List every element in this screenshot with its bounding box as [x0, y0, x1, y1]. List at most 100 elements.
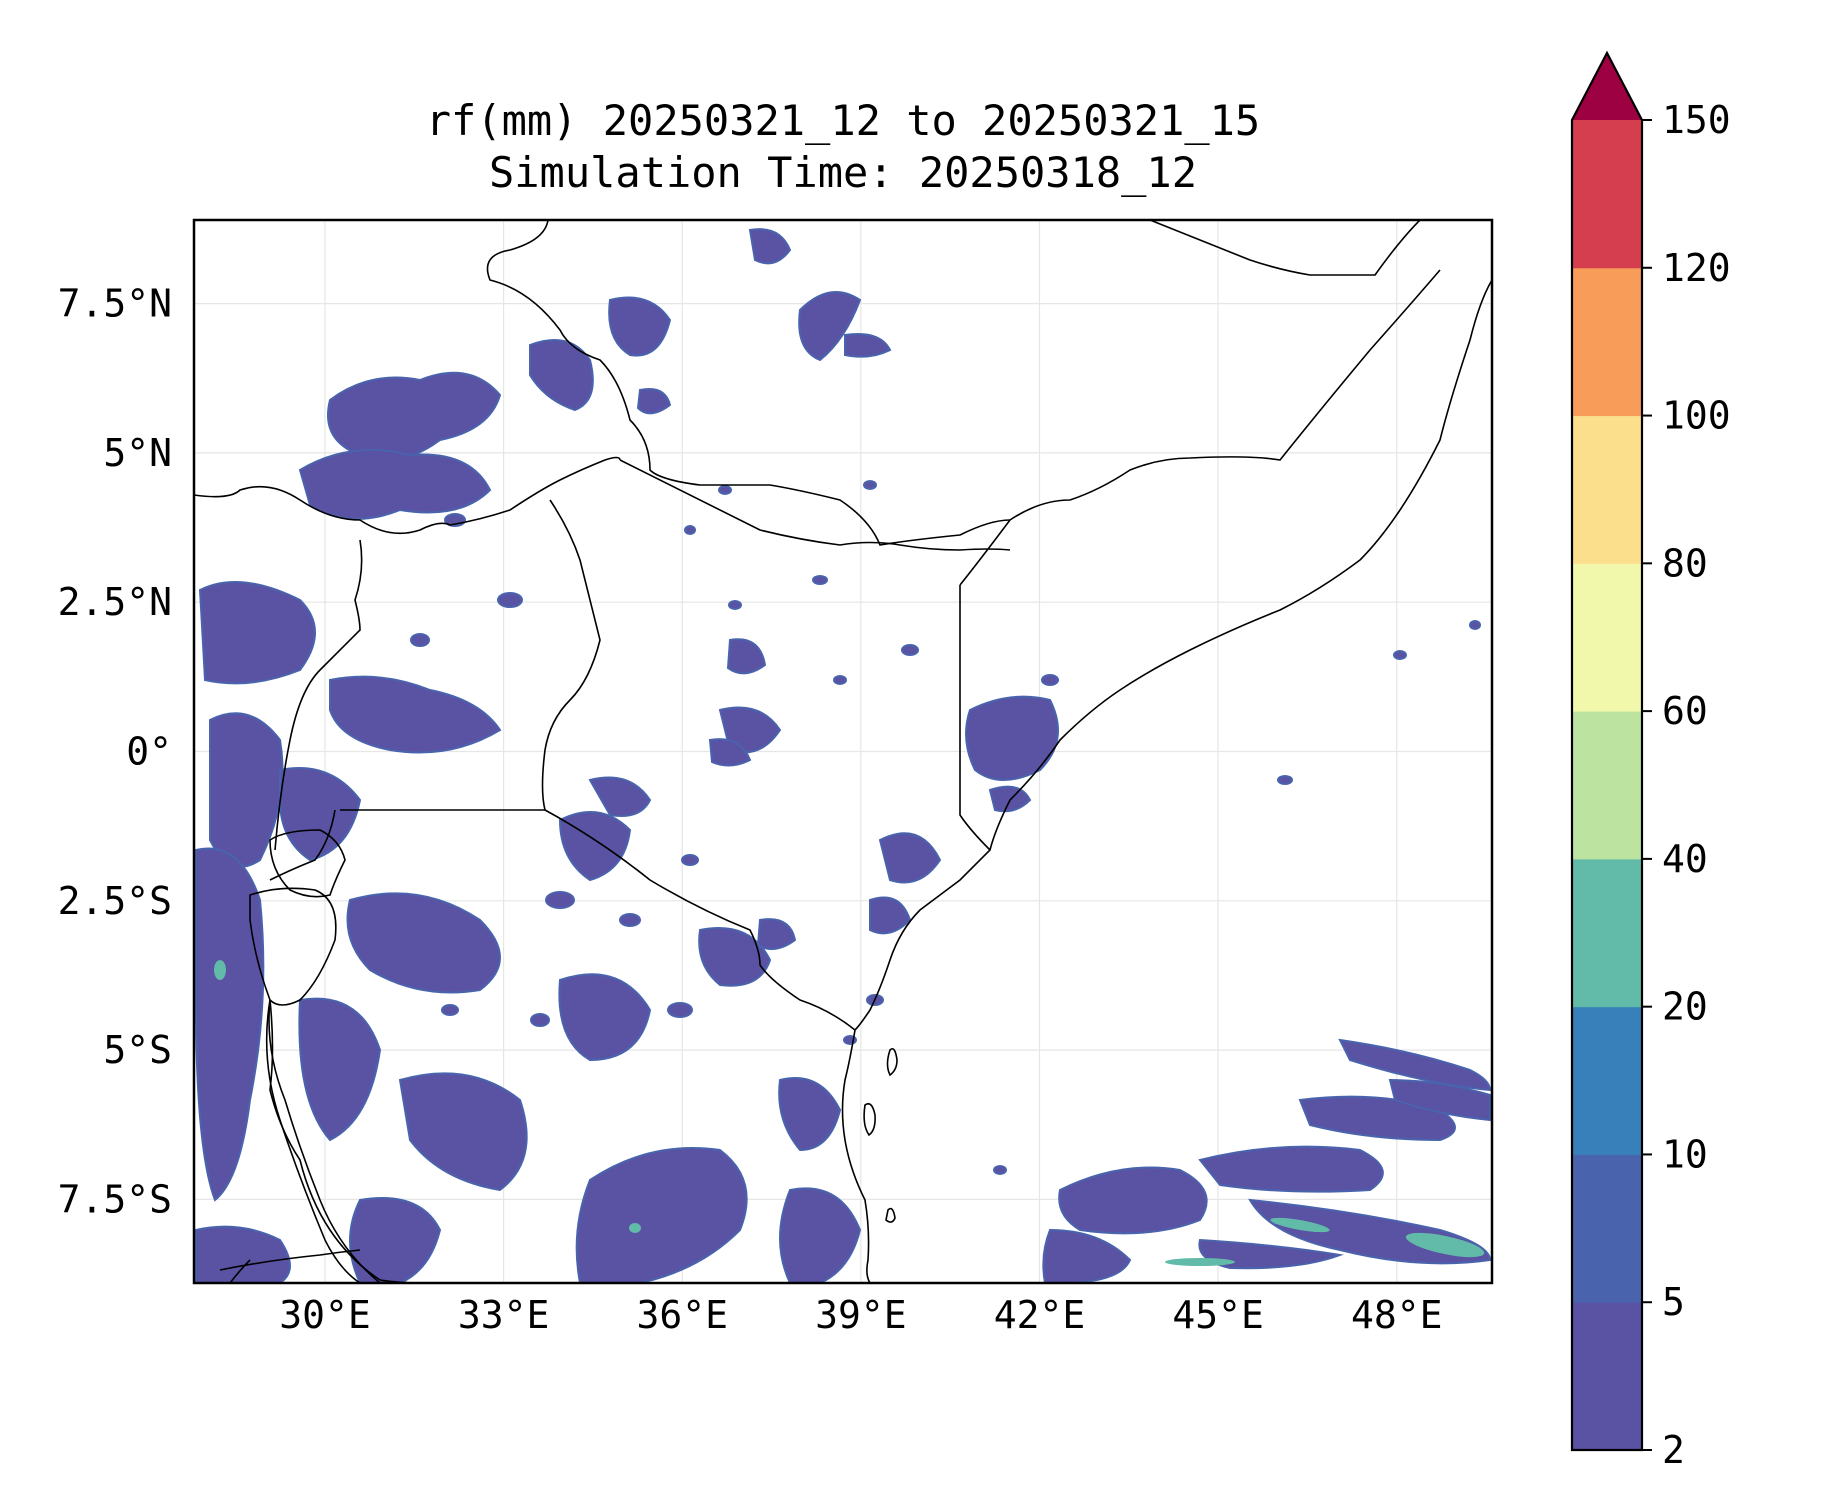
- colorbar-segment: [1572, 1154, 1642, 1303]
- rain-area-ethiopia-west: [529, 339, 594, 412]
- rain-scattered-cells: [410, 480, 1481, 1175]
- island-mafia: [885, 1207, 896, 1223]
- x-axis-ticks: 30°E 33°E 36°E 39°E 42°E 45°E 48°E: [279, 1293, 1442, 1337]
- rain-area-tanganyika: [195, 847, 265, 1202]
- colorbar-segment: [1572, 415, 1642, 564]
- rain-area-tanzania-ne: [698, 927, 772, 987]
- rain-core-ocean-2: [1270, 1217, 1330, 1233]
- rain-area-tanzania-south-2: [779, 1187, 862, 1283]
- rain-area-lake-victoria-s: [346, 892, 501, 994]
- rain-area-uganda-west: [329, 675, 502, 754]
- x-tick-label: 39°E: [815, 1293, 907, 1337]
- map-title: rf(mm) 20250321_12 to 20250321_15 Simula…: [194, 95, 1492, 199]
- colorbar-tick-label: 120: [1662, 246, 1731, 290]
- colorbar-segment: [1572, 858, 1642, 1008]
- rain-area-tanzania-west: [298, 997, 382, 1142]
- rain-band-ocean-2: [1198, 1145, 1384, 1193]
- y-tick-label: 5°S: [103, 1028, 172, 1072]
- rain-area-rwanda: [279, 767, 362, 862]
- border-south-sudan-north: [194, 485, 451, 535]
- rain-area-tanzania-east: [778, 1077, 842, 1152]
- border-uganda-west: [269, 809, 336, 881]
- colorbar-segment: [1572, 1302, 1642, 1451]
- rain-area-kenya-central: [726, 638, 767, 675]
- border-somaliland: [1149, 220, 1421, 276]
- y-tick-label: 2.5°N: [58, 580, 172, 624]
- rain-area-tanzania-sw: [349, 1197, 442, 1283]
- x-tick-label: 48°E: [1351, 1293, 1443, 1337]
- rain-band-ocean-7: [1338, 1038, 1492, 1092]
- rain-core-ocean-3: [1165, 1258, 1235, 1266]
- y-tick-label: 0°: [126, 730, 172, 774]
- x-tick-label: 30°E: [279, 1293, 371, 1337]
- colorbar-tick-label: 5: [1662, 1280, 1685, 1324]
- title-line-2: Simulation Time: 20250318_12: [488, 148, 1197, 197]
- colorbar-tick-label: 10: [1662, 1132, 1708, 1176]
- border-uganda-drc: [274, 539, 363, 851]
- rain-band-ocean-4: [1298, 1095, 1456, 1142]
- x-tick-label: 33°E: [458, 1293, 550, 1337]
- y-tick-label: 7.5°S: [58, 1177, 172, 1221]
- border-kenya-tanzania: [544, 809, 856, 1031]
- colorbar-segment: [1572, 1006, 1642, 1155]
- rain-band-ocean-5: [1388, 1078, 1491, 1122]
- border-kenya-south-sudan: [541, 499, 601, 811]
- rain-area-tanzania-south: [398, 1072, 528, 1192]
- y-tick-label: 7.5°N: [58, 282, 172, 326]
- rainfall-field: [195, 228, 1492, 1283]
- colorbar-ticks: 2 5 10 20 40 60 80 100 120 150: [1642, 98, 1731, 1472]
- rain-area-kenya-c3: [708, 738, 752, 767]
- colorbar-tick-label: 100: [1662, 394, 1731, 438]
- border-tanzania-west: [269, 999, 421, 1283]
- border-kenya-somalia: [959, 585, 991, 851]
- colorbar-segment: [1572, 563, 1642, 712]
- rain-area-drc-south: [195, 1225, 291, 1283]
- title-line-1: rf(mm) 20250321_12 to 20250321_15: [425, 96, 1261, 145]
- colorbar-tick-label: 20: [1662, 985, 1708, 1029]
- border-lake-tanganyika: [265, 999, 361, 1283]
- gridlines: [194, 220, 1492, 1283]
- rain-area-kenya-se: [756, 918, 797, 950]
- map-frame: [192, 218, 1494, 1285]
- coastline: [841, 279, 1492, 1283]
- rainfall-higher-intensity: [214, 960, 1485, 1266]
- colorbar-tick-label: 40: [1662, 837, 1708, 881]
- border-kenya-ethiopia: [619, 459, 1011, 551]
- border-drc-south: [229, 1259, 251, 1283]
- rain-area-drc-north: [198, 581, 316, 685]
- rain-area-ethiopia-north: [748, 228, 792, 265]
- rain-area-tanzania-central: [558, 973, 652, 1062]
- border-south-sudan-ethiopia: [449, 456, 621, 526]
- rain-area-ethiopia-east: [844, 333, 892, 358]
- island-zanzibar: [863, 1102, 876, 1137]
- colorbar-outline: [1570, 50, 1644, 1452]
- country-borders: [194, 220, 1441, 1283]
- colorbar-segment: [1572, 711, 1642, 860]
- border-ethiopia-sudan: [486, 220, 1011, 546]
- y-axis-ticks: 7.5°N 5°N 2.5°N 0° 2.5°S 5°S 7.5°S: [58, 282, 172, 1222]
- colorbar-tick-label: 60: [1662, 689, 1708, 733]
- border-burundi: [249, 887, 337, 1006]
- island-pemba: [886, 1047, 898, 1077]
- border-tanzania-lake: [268, 999, 381, 1283]
- colorbar-tick-label: 80: [1662, 541, 1708, 585]
- x-tick-label: 45°E: [1172, 1293, 1264, 1337]
- rain-area-ethiopia-mid: [636, 388, 672, 415]
- colorbar-segments: [1572, 120, 1642, 1451]
- rain-area-kenya-w: [588, 776, 652, 817]
- rain-core-tanganyika: [214, 960, 226, 980]
- colorbar-tick-label: 2: [1662, 1428, 1685, 1472]
- x-tick-label: 36°E: [636, 1293, 728, 1337]
- rain-band-ocean-1: [1058, 1166, 1208, 1235]
- rain-area-tanzania-se: [575, 1147, 748, 1283]
- colorbar-segment: [1572, 120, 1642, 269]
- y-tick-label: 2.5°S: [58, 879, 172, 923]
- rain-area-kenya-coast: [869, 896, 912, 935]
- border-rwanda: [269, 829, 346, 898]
- rain-area-ethiopia-highland: [798, 291, 862, 362]
- colorbar-segment: [1572, 267, 1642, 417]
- rain-core-tanzania-se: [629, 1223, 641, 1233]
- rain-area-ocean-sw: [1042, 1228, 1132, 1283]
- map-panel: 30°E 33°E 36°E 39°E 42°E 45°E 48°E 7.5°N 5°N 2.5…: [58, 218, 1494, 1337]
